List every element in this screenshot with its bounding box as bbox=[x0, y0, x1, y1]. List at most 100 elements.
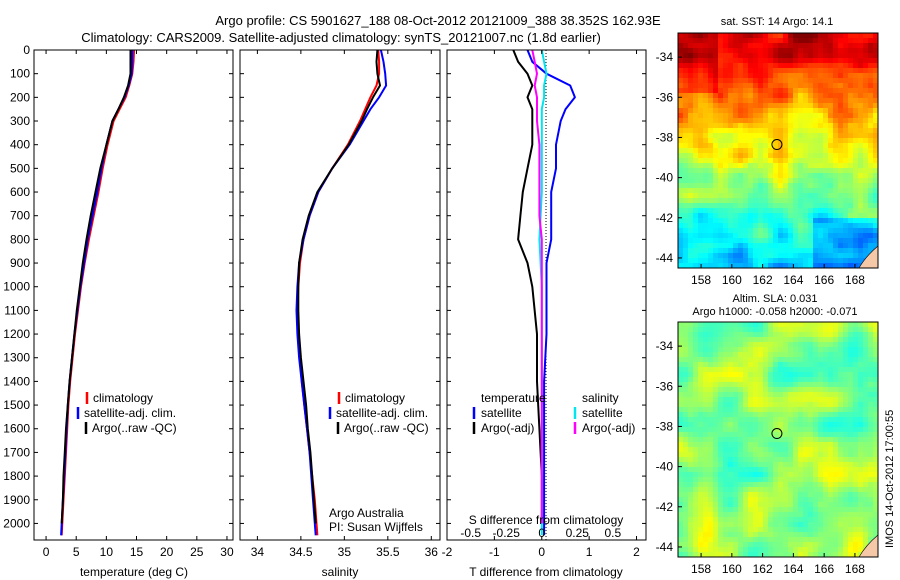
map-cell bbox=[748, 462, 754, 468]
map-cell bbox=[873, 527, 879, 533]
map-cell bbox=[818, 63, 824, 69]
map-cell bbox=[708, 492, 714, 498]
map-cell bbox=[788, 337, 794, 343]
map-cell bbox=[838, 53, 844, 59]
map-cell bbox=[678, 437, 684, 443]
map-cell bbox=[728, 63, 734, 69]
map-cell bbox=[813, 138, 819, 144]
map-cell bbox=[808, 507, 814, 513]
map-cell bbox=[738, 537, 744, 543]
map-cell bbox=[773, 213, 779, 219]
map-cell bbox=[873, 163, 879, 169]
map-cell bbox=[768, 178, 774, 184]
map-cell bbox=[693, 238, 699, 244]
map-cell bbox=[833, 193, 839, 199]
map-cell bbox=[743, 507, 749, 513]
map-cell bbox=[798, 233, 804, 239]
map-cell bbox=[733, 148, 739, 154]
temperature-axes-frame bbox=[33, 49, 234, 541]
map-cell bbox=[838, 547, 844, 553]
map-cell bbox=[798, 417, 804, 423]
map-cell bbox=[758, 258, 764, 264]
map-cell bbox=[768, 263, 774, 269]
map-cell bbox=[833, 547, 839, 553]
map-cell bbox=[718, 253, 724, 259]
map-cell bbox=[693, 128, 699, 134]
map-cell bbox=[743, 402, 749, 408]
map-cell bbox=[858, 223, 864, 229]
map-cell bbox=[688, 243, 694, 249]
map-cell bbox=[728, 387, 734, 393]
map-cell bbox=[858, 377, 864, 383]
map-cell bbox=[743, 442, 749, 448]
map-cell bbox=[763, 437, 769, 443]
map-cell bbox=[818, 88, 824, 94]
map-cell bbox=[783, 452, 789, 458]
map-cell bbox=[803, 452, 809, 458]
map-cell bbox=[823, 362, 829, 368]
map-cell bbox=[868, 327, 874, 333]
map-cell bbox=[683, 387, 689, 393]
map-cell bbox=[868, 372, 874, 378]
map-cell bbox=[698, 188, 704, 194]
map-cell bbox=[758, 238, 764, 244]
map-cell bbox=[793, 173, 799, 179]
series-line-1 bbox=[295, 49, 388, 536]
map-cell bbox=[853, 342, 859, 348]
map-cell bbox=[693, 233, 699, 239]
map-cell bbox=[748, 427, 754, 433]
map-cell bbox=[698, 208, 704, 214]
map-cell bbox=[783, 382, 789, 388]
map-cell bbox=[843, 163, 849, 169]
difference-legend: temperature satellite Argo(-adj) salinit… bbox=[472, 391, 635, 435]
s-tick-label: 0.25 bbox=[566, 526, 590, 540]
map-cell bbox=[728, 352, 734, 358]
map-cell bbox=[758, 527, 764, 533]
map-cell bbox=[828, 547, 834, 553]
map-cell bbox=[758, 422, 764, 428]
map-cell bbox=[693, 492, 699, 498]
map-cell bbox=[833, 243, 839, 249]
map-cell bbox=[828, 203, 834, 209]
map-cell bbox=[768, 532, 774, 538]
map-cell bbox=[733, 472, 739, 478]
map-cell bbox=[703, 63, 709, 69]
map-cell bbox=[773, 158, 779, 164]
map-cell bbox=[693, 452, 699, 458]
map-cell bbox=[713, 537, 719, 543]
map-cell bbox=[853, 173, 859, 179]
map-cell bbox=[713, 233, 719, 239]
map-cell bbox=[763, 482, 769, 488]
map-cell bbox=[868, 357, 874, 363]
map-cell bbox=[833, 357, 839, 363]
map-cell bbox=[818, 447, 824, 453]
map-cell bbox=[803, 188, 809, 194]
map-cell bbox=[723, 452, 729, 458]
map-cell bbox=[758, 472, 764, 478]
map-cell bbox=[753, 58, 759, 64]
map-cell bbox=[813, 397, 819, 403]
map-cell bbox=[773, 512, 779, 518]
map-cell bbox=[728, 447, 734, 453]
map-cell bbox=[678, 148, 684, 154]
map-cell bbox=[753, 223, 759, 229]
map-cell bbox=[788, 93, 794, 99]
map-cell bbox=[823, 352, 829, 358]
map-cell bbox=[778, 362, 784, 368]
map-cell bbox=[868, 352, 874, 358]
map-cell bbox=[783, 537, 789, 543]
map-cell bbox=[798, 83, 804, 89]
map-cell bbox=[838, 452, 844, 458]
map-cell bbox=[868, 133, 874, 139]
map-cell bbox=[773, 128, 779, 134]
map-cell bbox=[703, 497, 709, 503]
map-cell bbox=[833, 238, 839, 244]
map-cell bbox=[843, 138, 849, 144]
map-cell bbox=[748, 552, 754, 558]
map-cell bbox=[818, 258, 824, 264]
map-cell bbox=[858, 432, 864, 438]
map-cell bbox=[793, 178, 799, 184]
map-cell bbox=[688, 193, 694, 199]
map-cell bbox=[768, 68, 774, 74]
map-cell bbox=[758, 457, 764, 463]
